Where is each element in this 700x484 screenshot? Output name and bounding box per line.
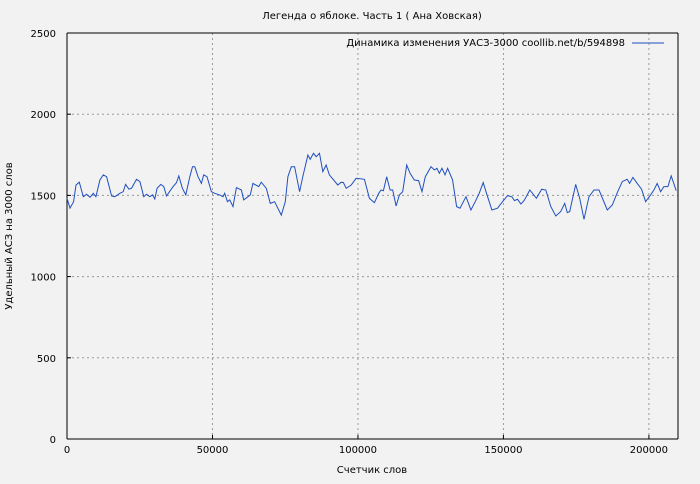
y-tick-label: 1000 (31, 273, 56, 284)
axes (66, 32, 679, 440)
y-axis-label: Удельный АСЗ на 3000 слов (4, 162, 15, 309)
grid (67, 33, 678, 439)
x-tick-label: 50000 (197, 445, 229, 456)
x-tick-label: 200000 (630, 445, 668, 456)
x-tick-label: 0 (64, 445, 70, 456)
plot-background (67, 33, 678, 439)
y-tick-label: 500 (37, 354, 56, 365)
x-tick-label: 150000 (484, 445, 522, 456)
legend: Динамика изменения УАСЗ-3000 coollib.net… (346, 38, 664, 49)
y-tick-label: 2000 (31, 110, 56, 121)
y-tick-label: 1500 (31, 191, 56, 202)
series-line (66, 152, 677, 220)
x-tick-label: 100000 (339, 445, 377, 456)
ticks: 0 50000 100000 150000 200000 0 500 1000 1500 2000… (31, 29, 668, 456)
legend-label: Динамика изменения УАСЗ-3000 coollib.net… (346, 38, 625, 49)
chart-title: Легенда о яблоке. Часть 1 ( Ана Ховская) (262, 11, 482, 22)
y-tick-label: 2500 (31, 29, 56, 40)
y-tick-label: 0 (50, 435, 56, 446)
x-axis-label: Счетчик слов (337, 465, 408, 476)
